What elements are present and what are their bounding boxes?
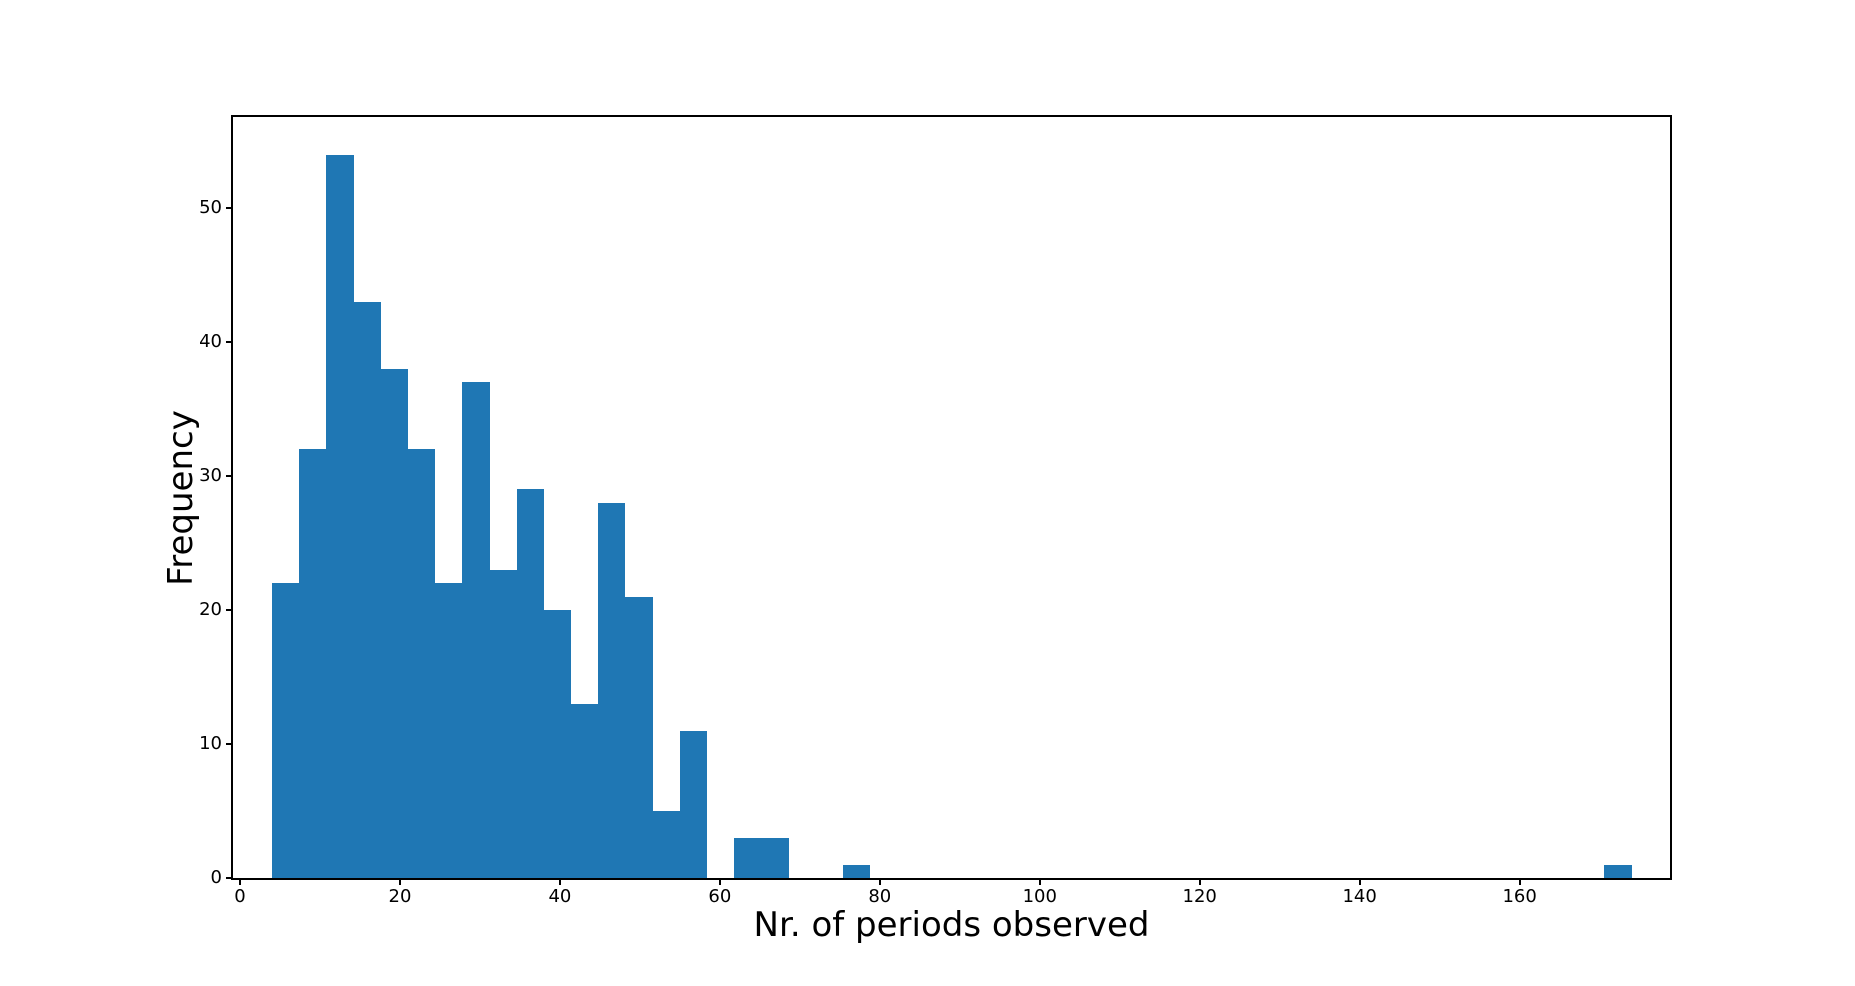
histogram-bar [489,569,517,878]
histogram-bar [543,610,572,878]
y-tick-mark [226,341,233,344]
y-tick-label: 30 [199,465,222,487]
x-tick-label: 80 [868,886,892,907]
histogram-bar [516,489,544,878]
x-tick-mark [558,878,561,885]
histogram-bar [652,811,680,878]
y-tick-mark [226,609,233,612]
x-tick-label: 40 [548,886,572,907]
histogram-bar [380,368,408,878]
x-tick-mark [1358,878,1361,885]
histogram-bar [625,596,653,878]
y-tick-label: 20 [199,599,222,621]
x-tick-label: 120 [1182,886,1217,907]
histogram-bar [353,301,381,878]
y-tick-mark [226,475,233,478]
x-tick-label: 140 [1342,886,1377,907]
histogram-bar [734,837,762,878]
y-tick-label: 0 [210,867,222,888]
histogram-bar [462,382,490,878]
x-tick-label: 160 [1502,886,1537,907]
y-tick-label: 40 [199,331,222,353]
x-tick-label: 20 [388,886,412,907]
histogram-bar [761,837,789,878]
y-tick-mark [226,743,233,746]
x-tick-mark [1038,878,1041,885]
x-tick-mark [238,878,241,885]
x-tick-mark [398,878,401,885]
histogram-bar [679,730,708,878]
x-tick-mark [1518,878,1521,885]
histogram-bar [299,449,327,878]
histogram-bar [271,583,300,878]
histogram-bar [598,502,626,878]
y-tick-mark [226,877,233,879]
histogram-bar [1604,864,1632,878]
x-tick-label: 0 [234,886,246,907]
x-tick-mark [1198,878,1201,885]
histogram-bar [407,449,436,878]
y-tick-label: 50 [199,197,222,219]
y-tick-label: 10 [199,733,222,755]
y-axis-title: Frequency [161,409,201,586]
x-axis-title: Nr. of periods observed [753,905,1150,945]
x-tick-label: 60 [708,886,732,907]
x-tick-label: 100 [1022,886,1057,907]
histogram-bar [435,583,463,878]
histogram-bar [571,703,599,878]
histogram-bar [326,154,354,878]
x-tick-mark [878,878,881,885]
histogram-bar [843,864,871,878]
x-tick-mark [718,878,721,885]
y-tick-mark [226,207,233,210]
